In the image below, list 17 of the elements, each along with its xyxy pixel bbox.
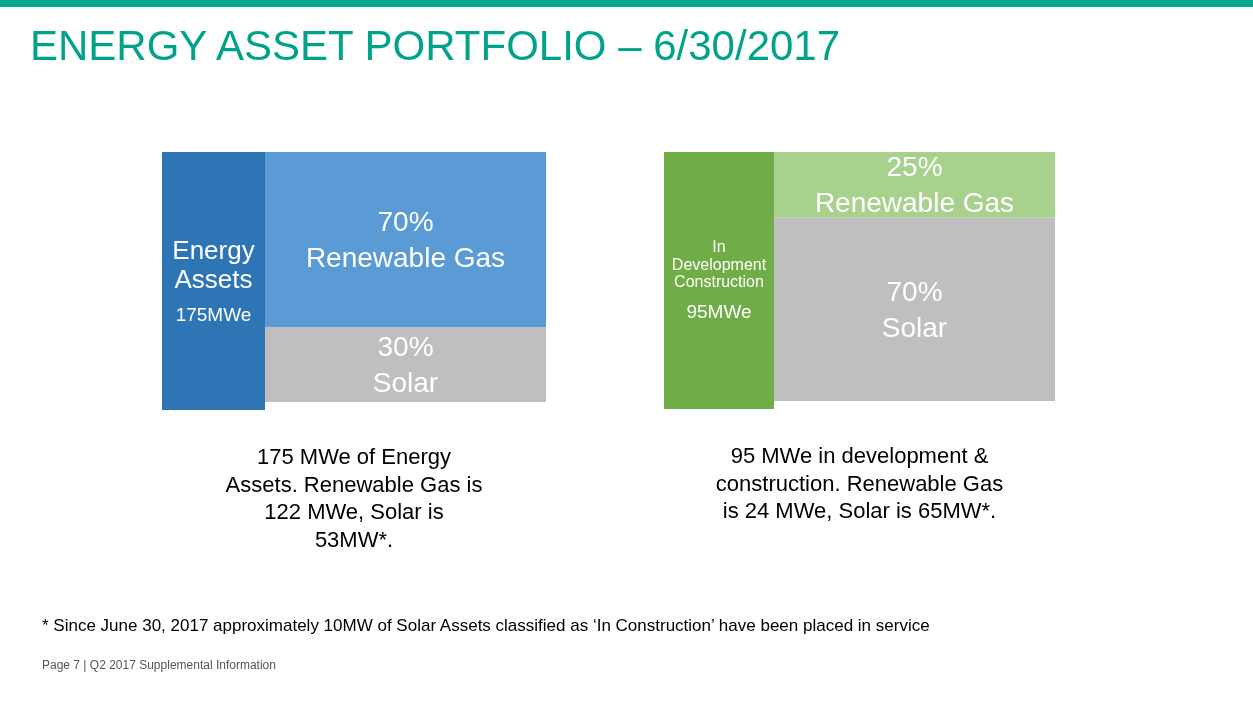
series-label: Solar bbox=[372, 367, 439, 398]
data-label: 25% bbox=[886, 151, 943, 183]
series-label: Renewable Gas bbox=[814, 187, 1015, 219]
text: * Since June 30, 2017 approximately 10MW of Solar Assets classified as ‘In Construction’ have been placed in service bbox=[42, 616, 930, 636]
text: 175 MWe of Energy Assets. Renewable Gas is 122 MWe, Solar is 53MW*. bbox=[224, 443, 484, 553]
series-label: Solar bbox=[881, 311, 948, 343]
data-label: 30% bbox=[377, 331, 434, 362]
text: Energy Assets bbox=[171, 235, 256, 294]
series-label: Renewable Gas bbox=[305, 242, 506, 273]
data-label: 70% bbox=[377, 206, 434, 237]
text: ENERGY ASSET PORTFOLIO – 6/30/2017 bbox=[30, 22, 841, 70]
text: Page 7 | Q2 2017 Supplemental Information bbox=[42, 658, 276, 672]
text: 95 MWe in development & construction. Renewable Gas is 24 MWe, Solar is 65MW*. bbox=[714, 442, 1005, 525]
text: 95MWe bbox=[686, 300, 752, 323]
data-label: 70% bbox=[886, 275, 943, 307]
text: In Development Construction bbox=[670, 238, 768, 291]
text: 175MWe bbox=[175, 303, 252, 326]
